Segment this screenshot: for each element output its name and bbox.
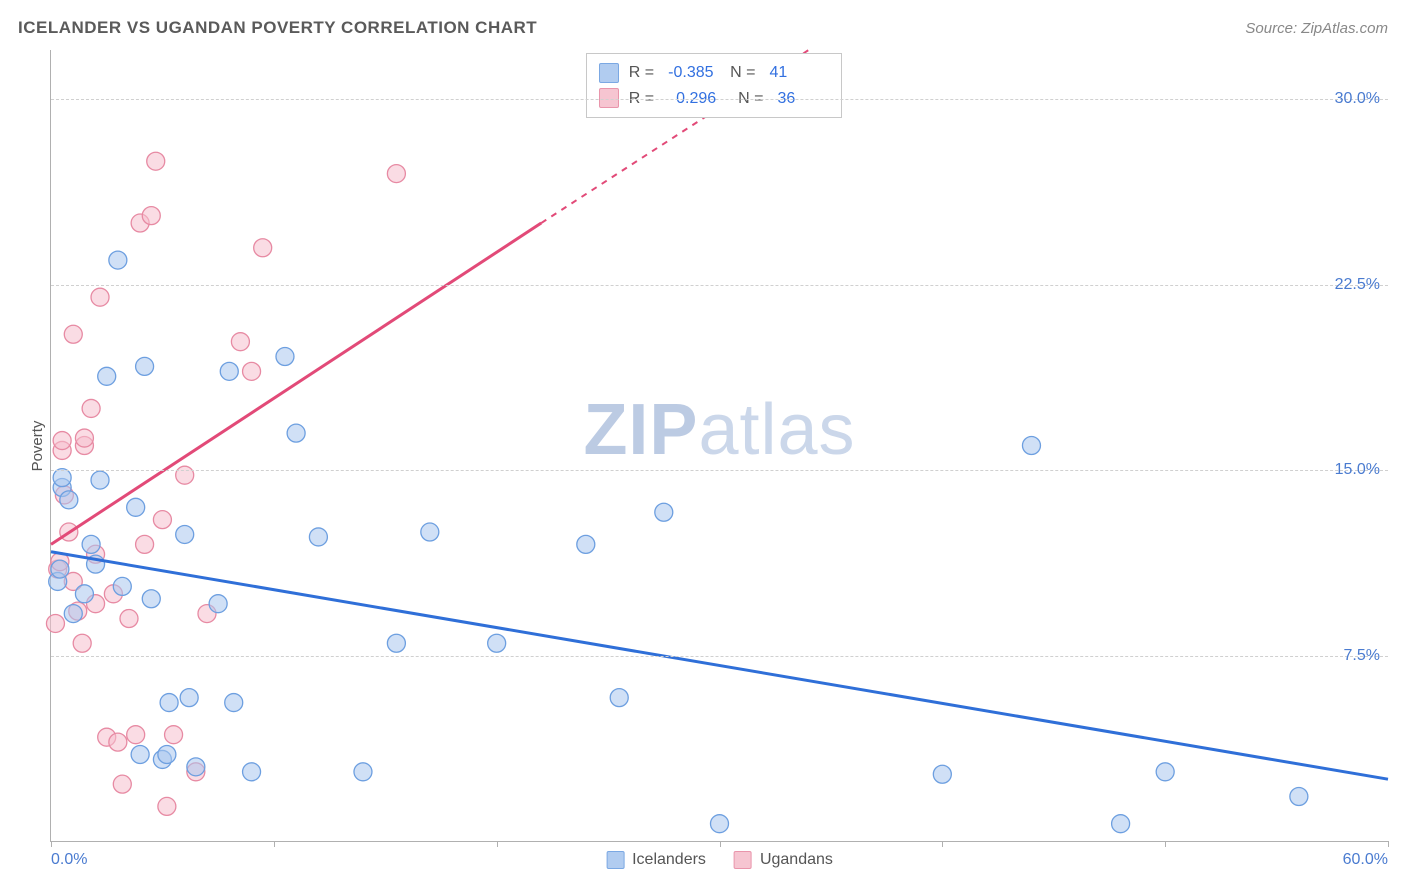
icelanders-point — [98, 367, 116, 385]
icelanders-point — [127, 498, 145, 516]
trend-line — [51, 552, 1388, 779]
swatch-icelanders-icon — [599, 63, 619, 83]
x-tick — [497, 841, 498, 847]
icelanders-point — [276, 348, 294, 366]
chart-plot-area: ZIPatlas R = -0.385 N = 41 R = 0.296 N =… — [50, 50, 1388, 842]
icelanders-point — [933, 765, 951, 783]
x-tick — [720, 841, 721, 847]
y-tick-label: 7.5% — [1344, 647, 1380, 665]
ugandans-point — [46, 614, 64, 632]
gridline — [51, 656, 1388, 657]
ugandans-point — [136, 535, 154, 553]
icelanders-point — [287, 424, 305, 442]
chart-title: ICELANDER VS UGANDAN POVERTY CORRELATION… — [18, 18, 537, 38]
ugandans-point — [64, 325, 82, 343]
ugandans-point — [142, 207, 160, 225]
legend-item-icelanders: Icelanders — [606, 851, 706, 869]
icelanders-point — [113, 577, 131, 595]
ugandans-point — [53, 432, 71, 450]
ugandans-point — [113, 775, 131, 793]
x-tick — [1165, 841, 1166, 847]
icelanders-point — [1022, 437, 1040, 455]
icelanders-point — [158, 745, 176, 763]
ugandans-point — [254, 239, 272, 257]
icelanders-point — [1156, 763, 1174, 781]
ugandans-point — [120, 610, 138, 628]
stats-legend-box: R = -0.385 N = 41 R = 0.296 N = 36 — [586, 53, 843, 118]
icelanders-point — [1112, 815, 1130, 833]
icelanders-point — [243, 763, 261, 781]
icelanders-point — [225, 694, 243, 712]
icelanders-point — [387, 634, 405, 652]
ugandans-point — [387, 165, 405, 183]
ugandans-point — [165, 726, 183, 744]
x-tick — [274, 841, 275, 847]
icelanders-point — [160, 694, 178, 712]
icelanders-point — [131, 745, 149, 763]
icelanders-point — [91, 471, 109, 489]
icelanders-point — [64, 605, 82, 623]
ugandans-point — [231, 333, 249, 351]
icelanders-point — [354, 763, 372, 781]
icelanders-point — [421, 523, 439, 541]
icelanders-point — [136, 357, 154, 375]
icelanders-point — [109, 251, 127, 269]
stats-row-ugandans: R = 0.296 N = 36 — [599, 86, 830, 112]
ugandans-point — [158, 797, 176, 815]
ugandans-point — [176, 466, 194, 484]
icelanders-point — [51, 560, 69, 578]
icelanders-point — [577, 535, 595, 553]
ugandans-point — [91, 288, 109, 306]
ugandans-point — [147, 152, 165, 170]
gridline — [51, 285, 1388, 286]
icelanders-point — [488, 634, 506, 652]
y-axis-label: Poverty — [29, 421, 46, 472]
gridline — [51, 470, 1388, 471]
legend-bottom: Icelanders Ugandans — [606, 851, 833, 869]
icelanders-point — [655, 503, 673, 521]
swatch-icelanders-icon — [606, 851, 624, 869]
icelanders-point — [82, 535, 100, 553]
icelanders-point — [187, 758, 205, 776]
x-tick — [51, 841, 52, 847]
icelanders-point — [142, 590, 160, 608]
stats-row-icelanders: R = -0.385 N = 41 — [599, 60, 830, 86]
legend-item-ugandans: Ugandans — [734, 851, 833, 869]
ugandans-point — [153, 511, 171, 529]
y-tick-label: 15.0% — [1335, 461, 1380, 479]
x-axis-max-label: 60.0% — [1343, 851, 1388, 869]
ugandans-point — [243, 362, 261, 380]
x-axis-min-label: 0.0% — [51, 851, 87, 869]
swatch-ugandans-icon — [734, 851, 752, 869]
ugandans-point — [82, 399, 100, 417]
ugandans-point — [109, 733, 127, 751]
scatter-svg — [51, 50, 1388, 841]
icelanders-point — [1290, 788, 1308, 806]
ugandans-point — [127, 726, 145, 744]
x-tick — [942, 841, 943, 847]
chart-source: Source: ZipAtlas.com — [1245, 20, 1388, 37]
icelanders-point — [220, 362, 238, 380]
y-tick-label: 22.5% — [1335, 276, 1380, 294]
trend-line — [51, 223, 541, 544]
icelanders-point — [309, 528, 327, 546]
icelanders-point — [711, 815, 729, 833]
x-tick — [1388, 841, 1389, 847]
icelanders-point — [60, 491, 78, 509]
icelanders-point — [53, 469, 71, 487]
swatch-ugandans-icon — [599, 88, 619, 108]
icelanders-point — [75, 585, 93, 603]
y-tick-label: 30.0% — [1335, 90, 1380, 108]
icelanders-point — [610, 689, 628, 707]
ugandans-point — [73, 634, 91, 652]
ugandans-point — [75, 429, 93, 447]
icelanders-point — [176, 525, 194, 543]
icelanders-point — [180, 689, 198, 707]
gridline — [51, 99, 1388, 100]
chart-header: ICELANDER VS UGANDAN POVERTY CORRELATION… — [18, 18, 1388, 38]
icelanders-point — [209, 595, 227, 613]
